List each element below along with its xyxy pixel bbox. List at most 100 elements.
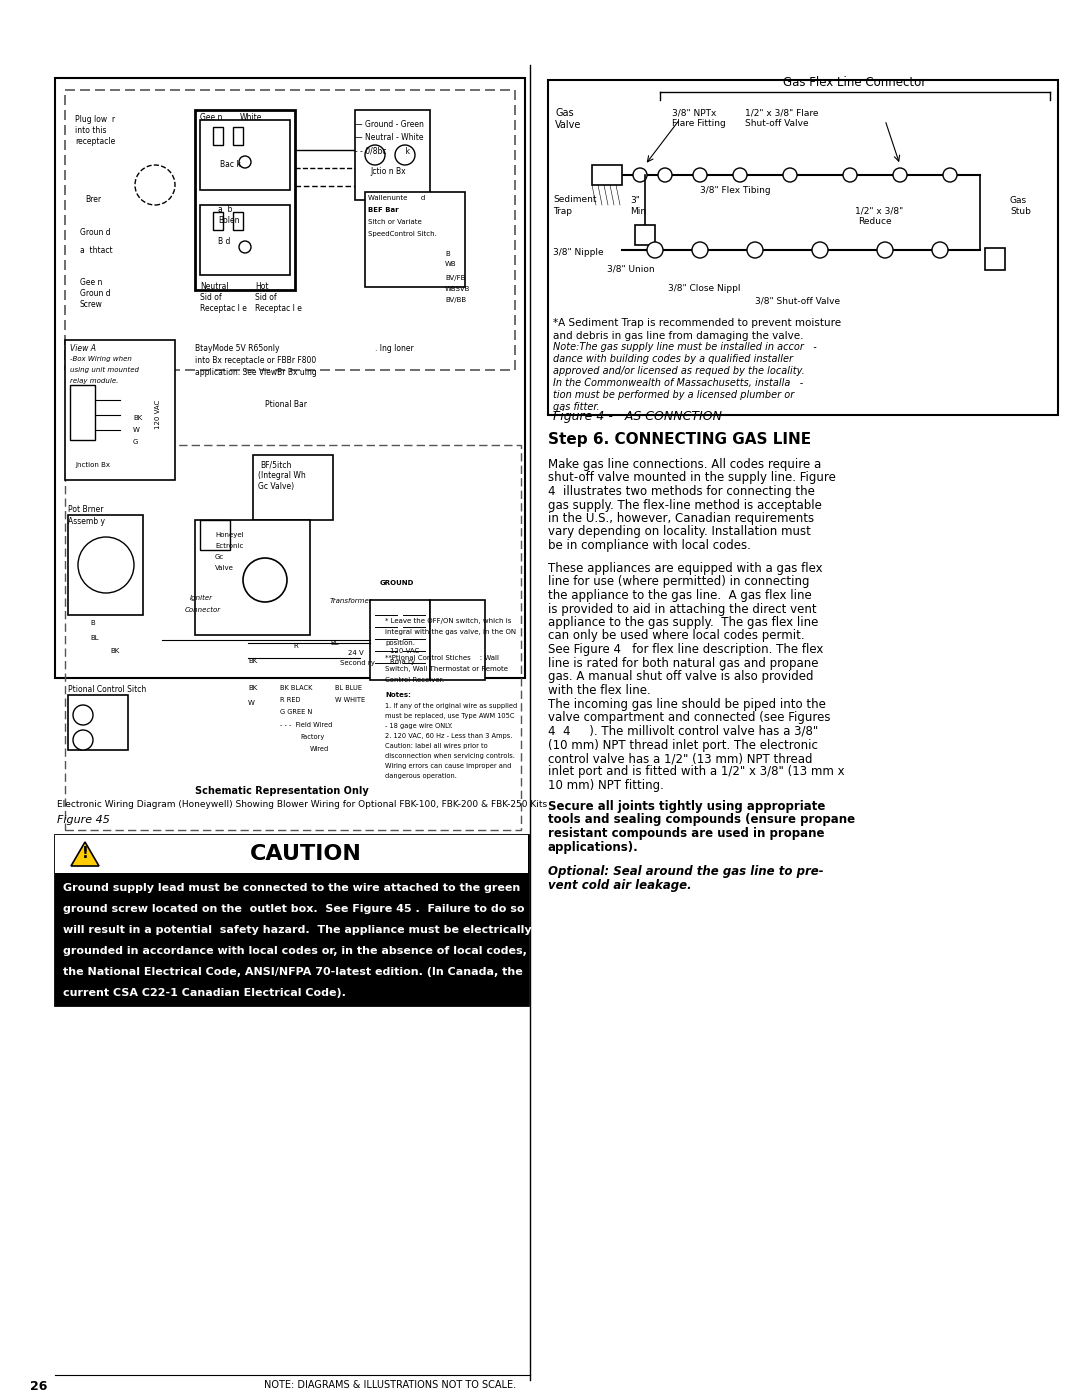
- Circle shape: [239, 242, 251, 253]
- Text: Bolen: Bolen: [218, 217, 240, 225]
- Text: Gee n: Gee n: [80, 278, 103, 286]
- Text: relay module.: relay module.: [70, 379, 119, 384]
- Text: . Ing loner: . Ing loner: [375, 344, 414, 353]
- Bar: [370, 599, 430, 680]
- Text: will result in a potential  safety hazard.  The appliance must be electrically: will result in a potential safety hazard…: [63, 925, 531, 935]
- Text: NOTE: DIAGRAMS & ILLUSTRATIONS NOT TO SCALE.: NOTE: DIAGRAMS & ILLUSTRATIONS NOT TO SC…: [264, 1380, 516, 1390]
- Text: current CSA C22-1 Canadian Electrical Code).: current CSA C22-1 Canadian Electrical Co…: [63, 988, 346, 997]
- Text: applications).: applications).: [548, 841, 638, 854]
- Text: dance with building codes by a qualified installer: dance with building codes by a qualified…: [553, 353, 793, 365]
- Text: Figure 45: Figure 45: [57, 814, 110, 826]
- Text: Optional: Seal around the gas line to pre-: Optional: Seal around the gas line to pr…: [548, 865, 824, 877]
- Text: - 18 gage wire ONLY.: - 18 gage wire ONLY.: [384, 724, 453, 729]
- Text: 4  4     ). The millivolt control valve has a 3/8": 4 4 ). The millivolt control valve has a…: [548, 725, 819, 738]
- Text: line is rated for both natural gas and propane: line is rated for both natural gas and p…: [548, 657, 819, 669]
- Bar: [233, 127, 243, 145]
- Text: In the Commonwealth of Massachusetts, installa   -: In the Commonwealth of Massachusetts, in…: [553, 379, 804, 388]
- Text: * Leave the OFF/ON switch, which is: * Leave the OFF/ON switch, which is: [384, 617, 511, 624]
- Polygon shape: [71, 842, 99, 866]
- Text: Bac k: Bac k: [220, 161, 241, 169]
- Text: Honeyel: Honeyel: [215, 532, 244, 538]
- Text: BL BLUE: BL BLUE: [335, 685, 362, 692]
- Text: Neutral: Neutral: [200, 282, 229, 291]
- Bar: [233, 212, 243, 231]
- Text: These appliances are equipped with a gas flex: These appliances are equipped with a gas…: [548, 562, 823, 576]
- Text: vent cold air leakage.: vent cold air leakage.: [548, 879, 691, 891]
- Text: Gee n: Gee n: [200, 113, 222, 122]
- Text: R: R: [293, 643, 298, 650]
- Bar: [430, 599, 485, 680]
- Text: line for use (where permitted) in connecting: line for use (where permitted) in connec…: [548, 576, 810, 588]
- Text: 2. 120 VAC, 60 Hz - Less than 3 Amps.: 2. 120 VAC, 60 Hz - Less than 3 Amps.: [384, 733, 512, 739]
- Text: position.: position.: [384, 640, 415, 645]
- Text: Gas: Gas: [1010, 196, 1027, 205]
- Text: BL: BL: [330, 640, 339, 645]
- Text: Ptional Bar: Ptional Bar: [265, 400, 307, 409]
- Text: 3/8" Union: 3/8" Union: [607, 264, 654, 272]
- Text: in the U.S., however, Canadian requirements: in the U.S., however, Canadian requireme…: [548, 511, 814, 525]
- Bar: [200, 520, 230, 550]
- Text: Ectronic: Ectronic: [215, 543, 243, 549]
- Text: See Figure 4   for flex line description. The flex: See Figure 4 for flex line description. …: [548, 643, 823, 657]
- Text: BK: BK: [248, 685, 257, 692]
- Text: **Ptional Control Stiches    : Wall: **Ptional Control Stiches : Wall: [384, 655, 499, 661]
- Text: B: B: [90, 620, 95, 626]
- Circle shape: [647, 242, 663, 258]
- Bar: [213, 127, 222, 145]
- Text: disconnection when servicing controls.: disconnection when servicing controls.: [384, 753, 515, 759]
- Text: The incoming gas line should be piped into the: The incoming gas line should be piped in…: [548, 698, 826, 711]
- Text: appliance to the gas supply.  The gas flex line: appliance to the gas supply. The gas fle…: [548, 616, 819, 629]
- Circle shape: [733, 168, 747, 182]
- Text: Secure all joints tightly using appropriate: Secure all joints tightly using appropri…: [548, 800, 825, 813]
- Text: Rma ry: Rma ry: [390, 659, 415, 665]
- Text: W: W: [248, 700, 255, 705]
- Text: gas supply. The flex-line method is acceptable: gas supply. The flex-line method is acce…: [548, 499, 822, 511]
- Bar: [65, 339, 175, 481]
- Bar: [592, 165, 622, 184]
- Text: Flare Fitting: Flare Fitting: [672, 119, 726, 129]
- Text: Brer: Brer: [85, 196, 102, 204]
- Text: Second ry: Second ry: [340, 659, 375, 666]
- Text: SpeedControl Sitch.: SpeedControl Sitch.: [368, 231, 437, 237]
- Text: Electronic Wiring Diagram (Honeywell) Showing Blower Wiring for Optional FBK-100: Electronic Wiring Diagram (Honeywell) Sh…: [57, 800, 548, 809]
- Text: BF/5itch: BF/5itch: [260, 460, 292, 469]
- Text: Jctio n Bx: Jctio n Bx: [370, 168, 406, 176]
- Bar: [213, 212, 222, 231]
- Circle shape: [932, 242, 948, 258]
- Bar: [68, 515, 143, 615]
- Text: dangerous operation.: dangerous operation.: [384, 773, 457, 780]
- Text: W: W: [133, 427, 140, 433]
- Bar: [195, 520, 310, 636]
- Text: control valve has a 1/2" (13 mm) NPT thread: control valve has a 1/2" (13 mm) NPT thr…: [548, 752, 812, 766]
- Text: the appliance to the gas line.  A gas flex line: the appliance to the gas line. A gas fle…: [548, 590, 812, 602]
- Text: BK: BK: [133, 415, 143, 420]
- Text: View A: View A: [70, 344, 96, 353]
- Text: Sitch or Variate: Sitch or Variate: [368, 219, 422, 225]
- Text: tion must be performed by a licensed plumber or: tion must be performed by a licensed plu…: [553, 390, 794, 400]
- Circle shape: [633, 168, 647, 182]
- Text: GROUND: GROUND: [380, 580, 415, 585]
- Circle shape: [73, 705, 93, 725]
- Text: inlet port and is fitted with a 1/2" x 3/8" (13 mm x: inlet port and is fitted with a 1/2" x 3…: [548, 766, 845, 778]
- Text: Sid of: Sid of: [255, 293, 276, 302]
- Text: a  b: a b: [218, 205, 232, 214]
- Text: the National Electrical Code, ANSI/NFPA 70-latest edition. (In Canada, the: the National Electrical Code, ANSI/NFPA …: [63, 967, 523, 977]
- Circle shape: [693, 168, 707, 182]
- Text: can only be used where local codes permit.: can only be used where local codes permi…: [548, 630, 805, 643]
- Text: Valve: Valve: [555, 120, 581, 130]
- Bar: [200, 205, 291, 275]
- Text: — Ground - Green: — Ground - Green: [355, 120, 423, 129]
- Text: Min: Min: [630, 207, 646, 217]
- Text: gas. A manual shut off valve is also provided: gas. A manual shut off valve is also pro…: [548, 671, 813, 683]
- Text: 3/8" Shut-off Valve: 3/8" Shut-off Valve: [755, 298, 840, 306]
- Circle shape: [395, 145, 415, 165]
- Bar: [65, 89, 515, 370]
- Text: R RED: R RED: [280, 697, 300, 703]
- Text: Stub: Stub: [1010, 207, 1031, 217]
- Text: Connector: Connector: [185, 608, 221, 613]
- Text: 3/8" Flex Tibing: 3/8" Flex Tibing: [700, 186, 771, 196]
- Text: Receptac l e: Receptac l e: [200, 305, 247, 313]
- Circle shape: [893, 168, 907, 182]
- Bar: [55, 78, 525, 678]
- Circle shape: [943, 168, 957, 182]
